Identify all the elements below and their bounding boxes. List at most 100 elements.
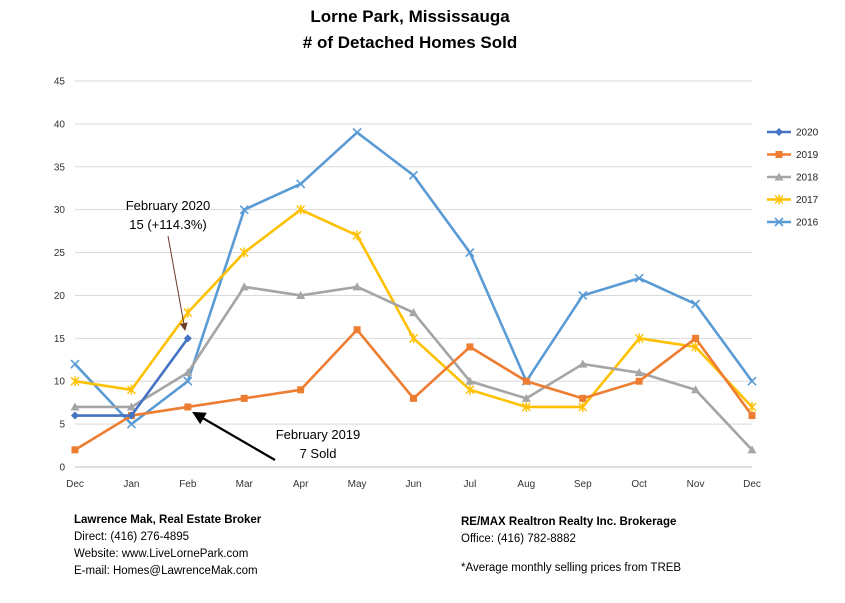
x-tick-label: Sep bbox=[574, 479, 592, 490]
legend-label: 2019 bbox=[796, 150, 819, 161]
x-tick-label: Apr bbox=[293, 479, 309, 490]
data-point-2019 bbox=[748, 412, 756, 420]
annotation-feb-2020-line1: February 2020 bbox=[125, 198, 211, 213]
data-point-2016 bbox=[239, 205, 249, 215]
data-point-2019 bbox=[466, 343, 474, 351]
data-point-2017 bbox=[691, 341, 701, 352]
data-point-2017 bbox=[578, 401, 588, 412]
legend-item-2017: 2017 bbox=[767, 194, 819, 206]
series-2019 bbox=[71, 326, 756, 454]
data-point-2018 bbox=[296, 290, 306, 299]
chart-title: Lorne Park, Mississauga bbox=[310, 7, 510, 26]
legend-marker bbox=[774, 172, 784, 181]
office-phone: Office: (416) 782-8882 bbox=[461, 533, 576, 545]
data-point-2016 bbox=[70, 359, 80, 369]
data-point-2016 bbox=[465, 247, 475, 258]
broker-name: Lawrence Mak, Real Estate Broker bbox=[74, 514, 262, 526]
y-tick-label: 30 bbox=[54, 205, 66, 216]
legend-item-2020: 2020 bbox=[767, 128, 819, 139]
data-point-2019 bbox=[410, 394, 417, 402]
x-tick-label: Jun bbox=[405, 479, 421, 490]
data-point-2019 bbox=[240, 394, 248, 402]
data-point-2018 bbox=[70, 402, 80, 411]
series-2017 bbox=[70, 204, 757, 412]
data-point-2019 bbox=[184, 403, 192, 411]
data-point-2018 bbox=[409, 308, 418, 317]
series-2018 bbox=[70, 282, 757, 454]
data-point-2016 bbox=[183, 376, 193, 386]
x-tick-label: Aug bbox=[517, 479, 535, 490]
series-2016 bbox=[70, 127, 757, 429]
data-point-2017 bbox=[239, 247, 249, 258]
data-point-2018 bbox=[183, 368, 193, 377]
annotation-feb-2020-line2: 15 (+114.3%) bbox=[129, 217, 207, 232]
data-point-2016 bbox=[408, 170, 419, 180]
data-point-2016 bbox=[296, 179, 306, 189]
data-point-2019 bbox=[522, 377, 530, 385]
x-tick-label: Feb bbox=[179, 479, 197, 490]
data-point-2018 bbox=[465, 376, 475, 385]
data-point-2019 bbox=[71, 446, 79, 454]
data-point-2019 bbox=[579, 394, 587, 402]
legend-item-2016: 2016 bbox=[767, 217, 819, 229]
x-tick-label: Mar bbox=[236, 479, 254, 490]
data-point-2018 bbox=[239, 282, 249, 291]
website: Website: www.LiveLornePark.com bbox=[74, 548, 249, 560]
y-tick-label: 10 bbox=[54, 377, 66, 388]
data-point-2019 bbox=[692, 334, 700, 342]
series-lines bbox=[70, 127, 757, 454]
data-point-2020 bbox=[71, 411, 79, 420]
data-point-2017 bbox=[747, 401, 757, 412]
series-2020 bbox=[71, 334, 192, 420]
x-tick-label: Dec bbox=[66, 479, 84, 490]
data-point-2019 bbox=[635, 377, 643, 385]
data-point-2016 bbox=[352, 127, 362, 138]
y-tick-label: 15 bbox=[54, 334, 66, 345]
x-tick-label: Dec bbox=[743, 479, 761, 490]
y-tick-label: 20 bbox=[54, 291, 66, 302]
x-tick-label: Oct bbox=[631, 479, 647, 490]
data-point-2018 bbox=[691, 385, 701, 394]
data-point-2017 bbox=[352, 230, 362, 241]
data-point-2018 bbox=[747, 445, 757, 454]
legend-marker bbox=[774, 194, 784, 205]
footer-contact: Lawrence Mak, Real Estate Broker Direct:… bbox=[74, 512, 261, 580]
legend-label: 2017 bbox=[796, 195, 819, 206]
chart-subtitle: # of Detached Homes Sold bbox=[302, 33, 518, 52]
data-point-2016 bbox=[578, 290, 588, 301]
y-tick-label: 0 bbox=[59, 463, 65, 474]
legend-label: 2016 bbox=[796, 218, 819, 229]
data-point-2020 bbox=[183, 334, 192, 343]
x-tick-label: Nov bbox=[687, 479, 705, 490]
footer-brokerage: RE/MAX Realtron Realty Inc. Brokerage Of… bbox=[461, 514, 681, 577]
y-tick-label: 25 bbox=[54, 248, 66, 259]
y-tick-label: 45 bbox=[54, 77, 66, 88]
legend-marker bbox=[774, 217, 784, 227]
data-point-2020 bbox=[127, 411, 136, 420]
data-point-2017 bbox=[409, 333, 418, 344]
annotation-arrow-2019 bbox=[192, 411, 276, 461]
data-point-2018 bbox=[521, 393, 531, 402]
annotation-arrow-2020 bbox=[167, 235, 188, 331]
annotation-feb-2019-line2: 7 Sold bbox=[299, 446, 337, 461]
annotation-feb-2019-line1: February 2019 bbox=[275, 427, 361, 442]
legend-marker bbox=[775, 151, 783, 158]
data-point-2017 bbox=[634, 333, 644, 344]
data-point-2018 bbox=[578, 359, 588, 368]
y-tick-label: 40 bbox=[54, 119, 66, 130]
data-point-2018 bbox=[126, 402, 136, 411]
data-point-2017 bbox=[183, 307, 193, 318]
data-point-2017 bbox=[70, 376, 80, 387]
annotation-feb-2019: February 2019 7 Sold bbox=[258, 425, 378, 463]
legend-marker bbox=[775, 128, 783, 136]
direct-phone: Direct: (416) 276-4895 bbox=[74, 531, 190, 543]
legend: 2020 2019 2018 2017 2016 bbox=[767, 128, 819, 229]
legend-label: 2018 bbox=[796, 173, 819, 184]
data-point-2017 bbox=[296, 204, 306, 215]
brokerage-name: RE/MAX Realtron Realty Inc. Brokerage bbox=[461, 516, 677, 528]
legend-label: 2020 bbox=[796, 128, 819, 139]
data-point-2016 bbox=[691, 299, 701, 309]
y-axis-ticks: 0 5 10 15 20 25 30 35 40 45 bbox=[54, 77, 66, 474]
x-tick-label: May bbox=[348, 479, 367, 490]
